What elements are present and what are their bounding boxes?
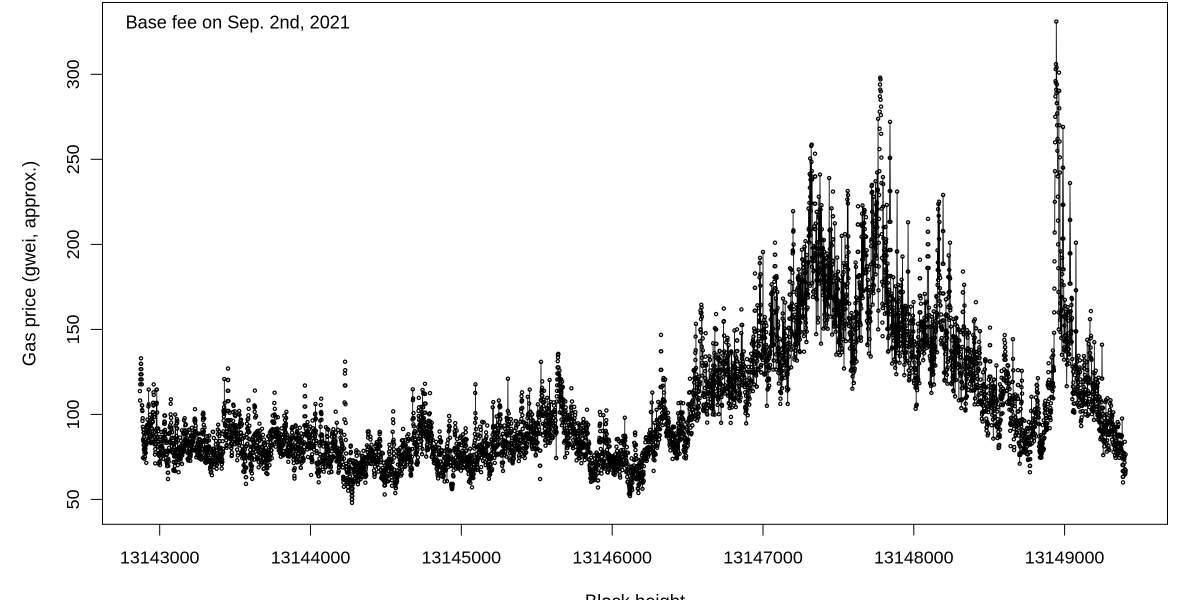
svg-text:13144000: 13144000 — [271, 548, 351, 568]
svg-text:13146000: 13146000 — [572, 548, 652, 568]
svg-text:150: 150 — [63, 314, 83, 344]
svg-text:Base fee on Sep. 2nd, 2021: Base fee on Sep. 2nd, 2021 — [126, 12, 350, 32]
svg-text:13147000: 13147000 — [723, 548, 803, 568]
svg-text:200: 200 — [63, 229, 83, 259]
svg-text:300: 300 — [63, 59, 83, 89]
svg-text:Gas price (gwei, approx.): Gas price (gwei, approx.) — [19, 161, 40, 366]
svg-text:Block height: Block height — [585, 590, 685, 600]
svg-text:250: 250 — [63, 144, 83, 174]
svg-text:13145000: 13145000 — [421, 548, 501, 568]
svg-text:13143000: 13143000 — [120, 548, 200, 568]
svg-text:13148000: 13148000 — [874, 548, 954, 568]
svg-text:100: 100 — [63, 399, 83, 429]
svg-text:50: 50 — [63, 489, 83, 509]
svg-text:13149000: 13149000 — [1025, 548, 1105, 568]
